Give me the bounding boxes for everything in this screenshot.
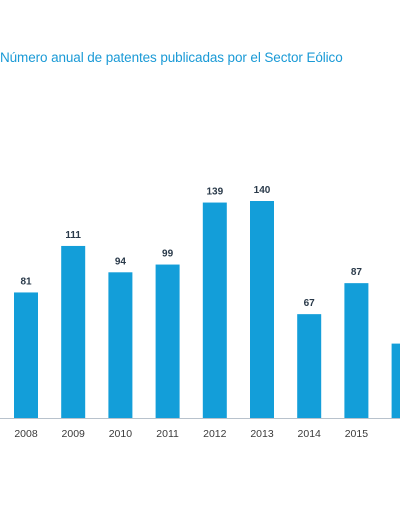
x-tick-2012: 2012 <box>203 428 227 440</box>
bar-2008 <box>14 292 38 418</box>
value-label-2012: 139 <box>206 187 223 198</box>
bars-group <box>14 201 400 418</box>
value-label-2013: 140 <box>254 185 271 196</box>
x-tick-2013: 2013 <box>250 428 274 440</box>
x-tick-labels-group: 200820092010201120122013201420152 <box>14 428 369 440</box>
value-label-2014: 67 <box>304 298 316 309</box>
bar-2011 <box>155 264 180 418</box>
value-label-2009: 111 <box>65 230 81 241</box>
x-tick-2014: 2014 <box>298 428 322 440</box>
value-labels-group: 81 111 94 99 139 140 67 87 <box>20 185 362 309</box>
bar-2016 <box>391 343 400 418</box>
chart-title: Número anual de patentes publicadas por … <box>0 50 343 65</box>
x-tick-2009: 2009 <box>62 428 86 440</box>
x-tick-2011: 2011 <box>156 428 179 440</box>
value-label-2010: 94 <box>115 256 127 267</box>
bar-2013 <box>250 201 274 418</box>
bar-2010 <box>108 272 133 418</box>
value-label-2015: 87 <box>351 267 363 278</box>
x-tick-2010: 2010 <box>109 428 133 440</box>
x-tick-2008: 2008 <box>14 428 38 440</box>
value-label-2008: 81 <box>20 276 32 287</box>
x-tick-2015: 2015 <box>345 428 369 440</box>
bar-2009 <box>61 245 86 418</box>
bar-2014 <box>297 314 322 418</box>
value-label-2011: 99 <box>162 249 174 260</box>
bar-2012 <box>202 202 227 418</box>
bar-2015 <box>344 283 369 418</box>
